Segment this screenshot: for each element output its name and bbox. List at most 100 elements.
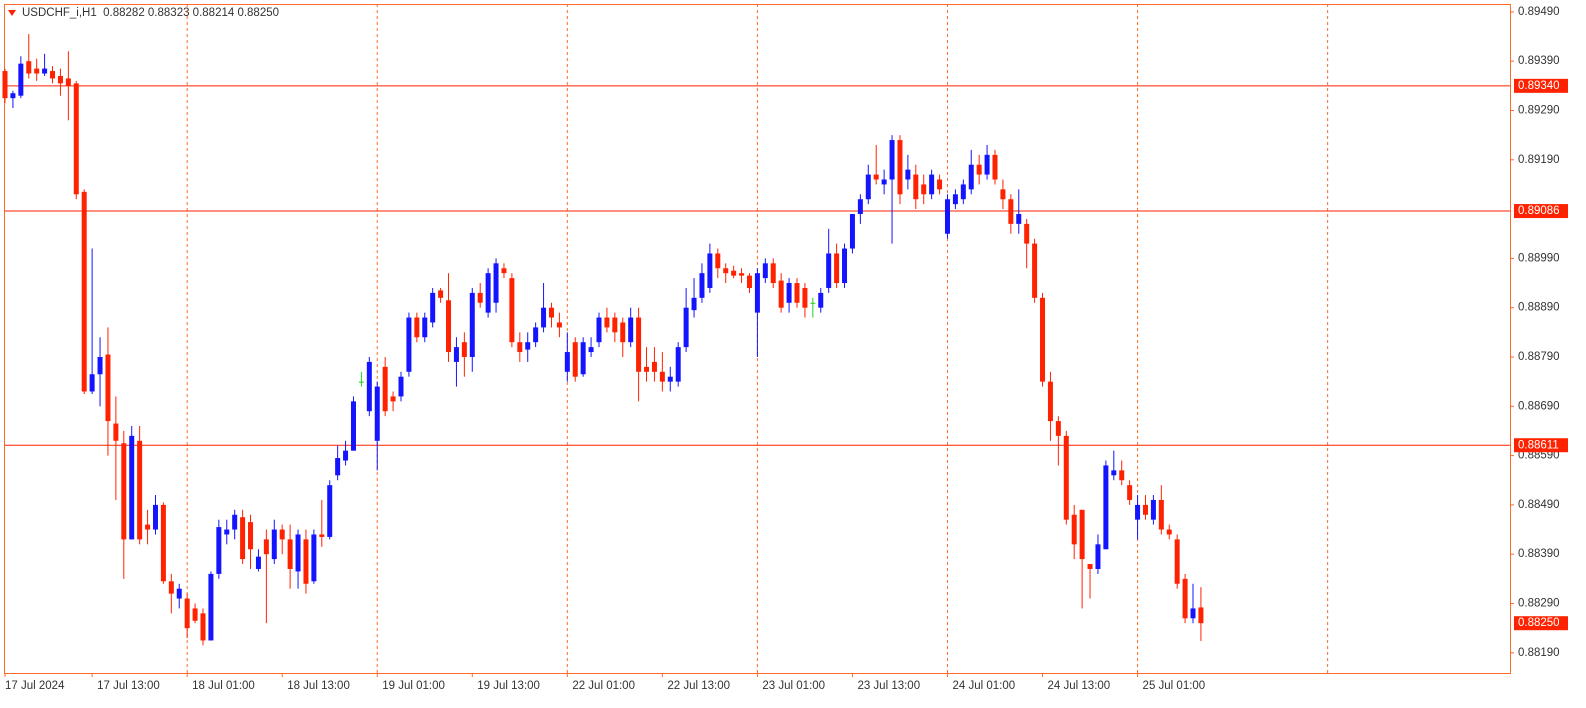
candle-body bbox=[1079, 509, 1085, 560]
x-tick-label: 17 Jul 13:00 bbox=[97, 680, 160, 692]
candle-body bbox=[1040, 297, 1046, 382]
candle-body bbox=[57, 75, 63, 84]
y-tick-label: 0.88690 bbox=[1518, 400, 1560, 412]
candle-body bbox=[1142, 504, 1148, 515]
candle-body bbox=[794, 283, 800, 303]
candle-body bbox=[881, 179, 887, 185]
x-tick-label: 18 Jul 13:00 bbox=[287, 680, 350, 692]
candle-body bbox=[295, 534, 301, 572]
candle-body bbox=[1095, 544, 1101, 569]
y-tick-label: 0.88890 bbox=[1518, 302, 1560, 314]
candle-body bbox=[350, 401, 356, 451]
y-tick-label: 0.88590 bbox=[1518, 450, 1560, 462]
candle-body bbox=[968, 164, 974, 190]
y-tick-label: 0.89290 bbox=[1518, 105, 1560, 117]
candle-body bbox=[129, 435, 135, 540]
candle-body bbox=[1198, 607, 1204, 624]
candle-body bbox=[248, 522, 254, 550]
candle-body bbox=[873, 174, 879, 180]
candle-body bbox=[786, 283, 792, 303]
title-marker bbox=[8, 10, 16, 16]
candle-body bbox=[335, 458, 341, 476]
x-tick-label: 23 Jul 01:00 bbox=[762, 680, 825, 692]
candle-body bbox=[406, 317, 412, 372]
candle-body bbox=[208, 573, 214, 641]
candle-body bbox=[715, 253, 721, 269]
candle-body bbox=[398, 376, 404, 397]
candle-body bbox=[683, 307, 689, 348]
candle-body bbox=[160, 504, 166, 582]
y-tick-label: 0.88190 bbox=[1518, 647, 1560, 659]
candle-body bbox=[746, 275, 752, 288]
candle-body bbox=[255, 556, 261, 569]
y-tick-label: 0.89490 bbox=[1518, 6, 1560, 18]
candle-body bbox=[105, 354, 111, 422]
candle-body bbox=[857, 199, 863, 215]
y-tick-label: 0.88390 bbox=[1518, 548, 1560, 560]
x-tick-label: 22 Jul 01:00 bbox=[572, 680, 635, 692]
candle-body bbox=[303, 539, 309, 584]
candle-body bbox=[731, 270, 737, 276]
candle-body bbox=[818, 292, 824, 308]
candle-body bbox=[564, 352, 570, 372]
candle-body bbox=[1127, 485, 1133, 500]
candle-body bbox=[2, 71, 8, 99]
candle-body bbox=[327, 485, 333, 537]
candle-body bbox=[184, 598, 190, 629]
candle-body bbox=[1024, 223, 1030, 244]
candle-body bbox=[1063, 435, 1069, 520]
candle-body bbox=[26, 61, 32, 74]
y-tick-label: 0.88290 bbox=[1518, 598, 1560, 610]
candle-body bbox=[145, 524, 151, 530]
candle-body bbox=[263, 539, 269, 555]
candle-body bbox=[944, 199, 950, 234]
candle-body bbox=[556, 322, 562, 328]
candle-body bbox=[913, 174, 919, 200]
candle-body bbox=[580, 342, 586, 375]
candle-body bbox=[89, 374, 95, 392]
candle-body bbox=[952, 194, 958, 205]
price-label: 0.88250 bbox=[1518, 617, 1560, 629]
candle-body bbox=[620, 322, 626, 343]
x-tick-label: 18 Jul 01:00 bbox=[192, 680, 255, 692]
level-label: 0.89086 bbox=[1518, 205, 1560, 217]
candle-body bbox=[81, 191, 87, 392]
candle-body bbox=[1071, 514, 1077, 545]
candle-body bbox=[588, 347, 594, 353]
candle-body bbox=[1047, 381, 1053, 422]
candle-body bbox=[651, 361, 657, 372]
candle-body bbox=[18, 63, 24, 96]
candle-body bbox=[446, 300, 452, 353]
candle-body bbox=[762, 263, 768, 279]
candle-body bbox=[73, 83, 79, 195]
level-label-box bbox=[1514, 438, 1568, 453]
x-tick-label: 17 Jul 2024 bbox=[5, 680, 65, 692]
candle-body bbox=[1055, 421, 1061, 436]
candle-body bbox=[1190, 608, 1196, 619]
candle-body bbox=[493, 263, 499, 303]
candle-body bbox=[644, 366, 650, 372]
candle-body bbox=[699, 273, 705, 298]
candle-body bbox=[659, 371, 665, 382]
candle-body bbox=[1032, 243, 1038, 298]
candle-body bbox=[438, 290, 444, 298]
candle-body bbox=[976, 164, 982, 175]
candle-body bbox=[984, 154, 990, 175]
candle-body bbox=[897, 140, 903, 195]
x-tick-label: 22 Jul 13:00 bbox=[667, 680, 730, 692]
candle-body bbox=[810, 302, 816, 304]
candle-body bbox=[1016, 214, 1022, 224]
candle-body bbox=[572, 342, 578, 377]
level-label: 0.88611 bbox=[1518, 439, 1559, 451]
candle-body bbox=[1087, 564, 1093, 569]
y-tick-label: 0.88490 bbox=[1518, 499, 1560, 511]
candle-body bbox=[691, 297, 697, 311]
candle-body bbox=[271, 529, 277, 560]
candle-body bbox=[42, 68, 48, 74]
candle-body bbox=[509, 278, 515, 343]
price-label-box bbox=[1514, 616, 1568, 631]
candle-body bbox=[628, 317, 634, 343]
level-label-box bbox=[1514, 78, 1568, 93]
y-tick-label: 0.89190 bbox=[1518, 154, 1560, 166]
